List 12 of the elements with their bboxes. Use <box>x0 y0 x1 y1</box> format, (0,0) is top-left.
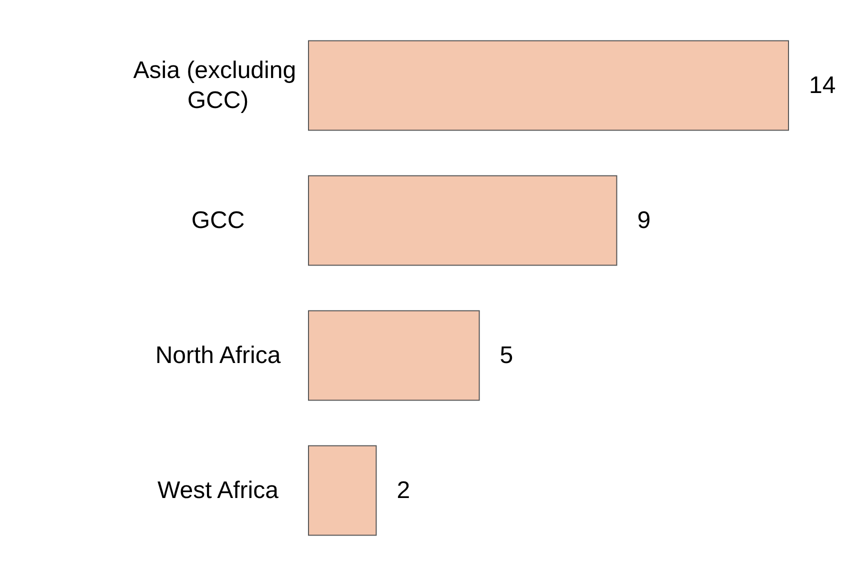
y-tick-label: Asia (excluding GCC) <box>133 57 303 114</box>
data-label: 9 <box>637 207 651 234</box>
y-tick-label: North Africa <box>155 342 282 369</box>
data-label: 5 <box>500 342 514 369</box>
bar <box>308 175 618 266</box>
y-tick-label: GCC <box>191 207 245 234</box>
y-tick-label: West Africa <box>158 477 280 504</box>
bar <box>308 445 377 536</box>
bar <box>308 310 480 401</box>
data-label: 2 <box>396 477 410 504</box>
data-label: 14 <box>809 72 836 99</box>
bar <box>308 40 789 131</box>
